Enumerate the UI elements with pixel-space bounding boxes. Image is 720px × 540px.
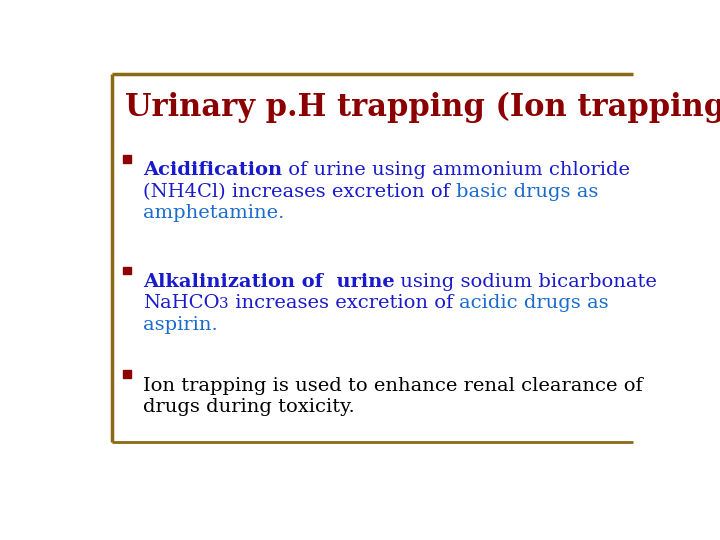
Text: of urine using ammonium chloride: of urine using ammonium chloride: [282, 161, 630, 179]
Text: basic drugs as: basic drugs as: [456, 183, 598, 201]
Text: acidic drugs as: acidic drugs as: [459, 294, 609, 312]
Bar: [123, 155, 131, 163]
Text: 3: 3: [220, 298, 229, 312]
Text: Alkalinization of  urine: Alkalinization of urine: [143, 273, 395, 291]
Text: drugs during toxicity.: drugs during toxicity.: [143, 398, 354, 416]
Text: aspirin.: aspirin.: [143, 316, 217, 334]
Text: Urinary p.H trapping (Ion trapping): Urinary p.H trapping (Ion trapping): [125, 92, 720, 123]
Text: Ion trapping is used to enhance renal clearance of: Ion trapping is used to enhance renal cl…: [143, 377, 642, 395]
Text: increases excretion of: increases excretion of: [229, 294, 459, 312]
Bar: [123, 267, 131, 274]
Text: NaHCO: NaHCO: [143, 294, 220, 312]
Text: using sodium bicarbonate: using sodium bicarbonate: [395, 273, 657, 291]
Text: (NH4Cl) increases excretion of: (NH4Cl) increases excretion of: [143, 183, 456, 201]
Text: Acidification: Acidification: [143, 161, 282, 179]
Text: amphetamine.: amphetamine.: [143, 204, 284, 222]
Bar: [123, 370, 131, 378]
